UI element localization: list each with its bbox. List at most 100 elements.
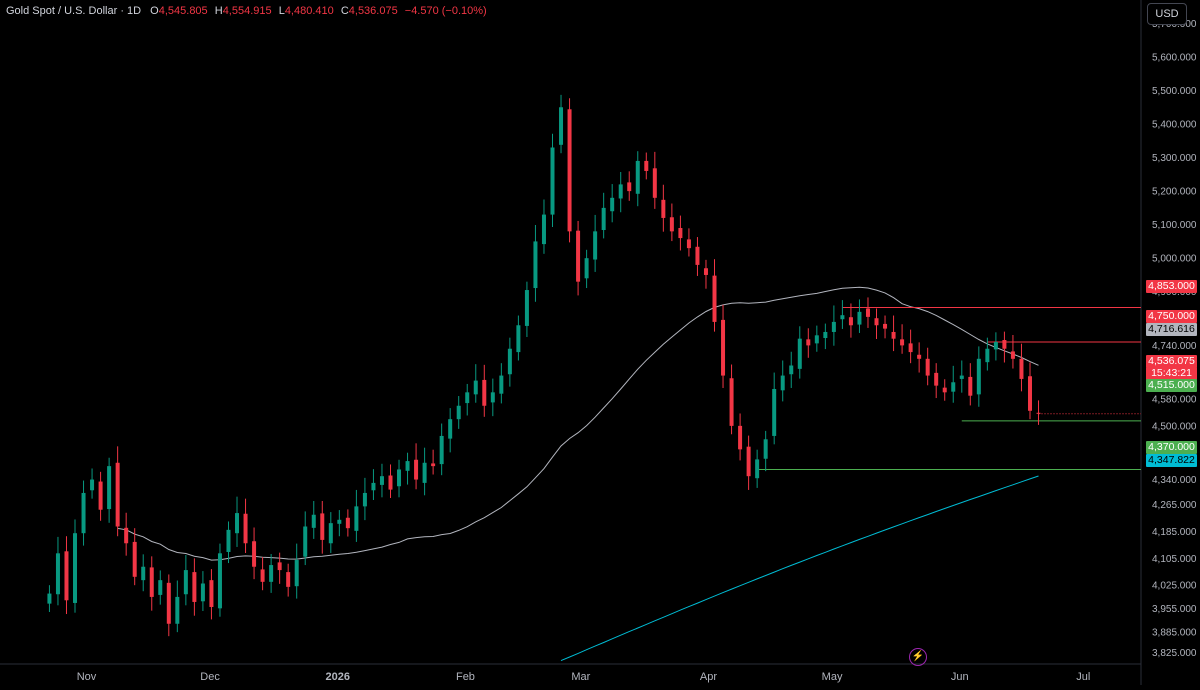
candle-body bbox=[721, 319, 726, 376]
x-tick-label: Feb bbox=[456, 671, 475, 683]
y-tick-label: 3,885.000 bbox=[1152, 628, 1197, 639]
symbol-legend: Gold Spot / U.S. Dollar · 1D O4,545.805 … bbox=[6, 5, 491, 17]
close-value: 4,536.075 bbox=[348, 5, 398, 17]
candle-body bbox=[925, 358, 930, 376]
candle-body bbox=[533, 241, 538, 289]
candle-body bbox=[354, 506, 359, 531]
candle-body bbox=[780, 375, 785, 391]
candle-body bbox=[823, 331, 828, 339]
price-tag-support-4515: 4,515.000 bbox=[1146, 379, 1197, 392]
lightning-bolt-icon[interactable]: ⚡ bbox=[909, 648, 927, 666]
candle-body bbox=[567, 109, 572, 232]
candle-body bbox=[524, 290, 529, 326]
candle-body bbox=[311, 514, 316, 528]
price-tag-support-4370: 4,370.000 bbox=[1146, 441, 1197, 454]
candle-body bbox=[951, 382, 956, 392]
candle-body bbox=[47, 593, 52, 604]
candle-body bbox=[158, 580, 163, 595]
candle-body bbox=[226, 529, 231, 552]
y-tick-label: 4,185.000 bbox=[1152, 527, 1197, 538]
candle-body bbox=[345, 517, 350, 529]
candle-body bbox=[584, 258, 589, 279]
candle-body bbox=[917, 354, 922, 359]
price-tag-ma-fast: 4,716.616 bbox=[1146, 323, 1197, 336]
y-tick-label: 5,000.000 bbox=[1152, 254, 1197, 265]
price-tag-last: 4,536.075 bbox=[1146, 355, 1197, 368]
candle-body bbox=[499, 375, 504, 394]
candle-body bbox=[797, 338, 802, 369]
candle-body bbox=[686, 239, 691, 249]
candle-body bbox=[652, 168, 657, 198]
candle-body bbox=[942, 387, 947, 393]
currency-button[interactable]: USD bbox=[1147, 3, 1187, 25]
candle-body bbox=[900, 339, 905, 346]
candle-body bbox=[252, 541, 257, 567]
candle-body bbox=[746, 446, 751, 477]
candle-body bbox=[132, 541, 137, 577]
candle-body bbox=[81, 492, 86, 534]
candle-body bbox=[865, 308, 870, 317]
candle-body bbox=[328, 523, 333, 544]
y-tick-label: 3,955.000 bbox=[1152, 604, 1197, 615]
candle-body bbox=[55, 553, 60, 595]
candle-body bbox=[73, 533, 78, 603]
y-tick-label: 4,025.000 bbox=[1152, 581, 1197, 592]
candle-body bbox=[115, 462, 120, 527]
candle-body bbox=[976, 358, 981, 395]
candle-body bbox=[303, 526, 308, 557]
candle-body bbox=[456, 405, 461, 420]
candle-body bbox=[414, 459, 419, 480]
candle-body bbox=[388, 475, 393, 490]
countdown-tag: 15:43:21 bbox=[1146, 367, 1197, 380]
price-tag-resistance-4750: 4,750.000 bbox=[1146, 310, 1197, 323]
y-tick-label: 4,105.000 bbox=[1152, 554, 1197, 565]
candle-body bbox=[678, 228, 683, 239]
candle-body bbox=[175, 596, 180, 624]
candle-body bbox=[269, 565, 274, 582]
candle-body bbox=[738, 425, 743, 450]
ma-slow-line bbox=[560, 475, 1039, 662]
candle-body bbox=[473, 380, 478, 395]
candle-body bbox=[1019, 358, 1024, 379]
candle-body bbox=[422, 462, 427, 483]
candle-body bbox=[993, 342, 998, 350]
candle-body bbox=[107, 466, 112, 510]
candle-body bbox=[1002, 340, 1007, 349]
candle-body bbox=[891, 331, 896, 339]
candle-body bbox=[337, 519, 342, 524]
symbol-title[interactable]: Gold Spot / U.S. Dollar · 1D bbox=[6, 5, 142, 17]
x-tick-label: 2026 bbox=[326, 671, 350, 683]
candle-body bbox=[149, 567, 154, 597]
candle-body bbox=[124, 527, 129, 544]
candle-body bbox=[831, 321, 836, 332]
x-tick-label: Apr bbox=[700, 671, 717, 683]
candle-body bbox=[260, 569, 265, 582]
candle-body bbox=[550, 147, 555, 215]
candle-body bbox=[465, 392, 470, 404]
y-tick-label: 4,340.000 bbox=[1152, 475, 1197, 486]
y-tick-label: 4,580.000 bbox=[1152, 395, 1197, 406]
candle-body bbox=[934, 372, 939, 386]
candle-body bbox=[379, 476, 384, 485]
candle-body bbox=[64, 551, 69, 601]
open-value: 4,545.805 bbox=[158, 5, 208, 17]
candle-body bbox=[397, 469, 402, 487]
candle-body bbox=[217, 553, 222, 609]
open-label: O bbox=[150, 5, 159, 17]
candle-body bbox=[200, 583, 205, 602]
candle-body bbox=[814, 335, 819, 344]
candle-body bbox=[294, 560, 299, 587]
candle-body bbox=[286, 572, 291, 587]
candle-body bbox=[405, 461, 410, 471]
candle-body bbox=[1027, 376, 1032, 411]
candle-body bbox=[985, 348, 990, 363]
candle-body bbox=[789, 365, 794, 375]
candle-body bbox=[90, 479, 95, 491]
candle-body bbox=[559, 107, 564, 145]
x-tick-label: Jun bbox=[951, 671, 969, 683]
candle-body bbox=[959, 375, 964, 379]
x-tick-label: Dec bbox=[200, 671, 220, 683]
candle-body bbox=[644, 160, 649, 171]
